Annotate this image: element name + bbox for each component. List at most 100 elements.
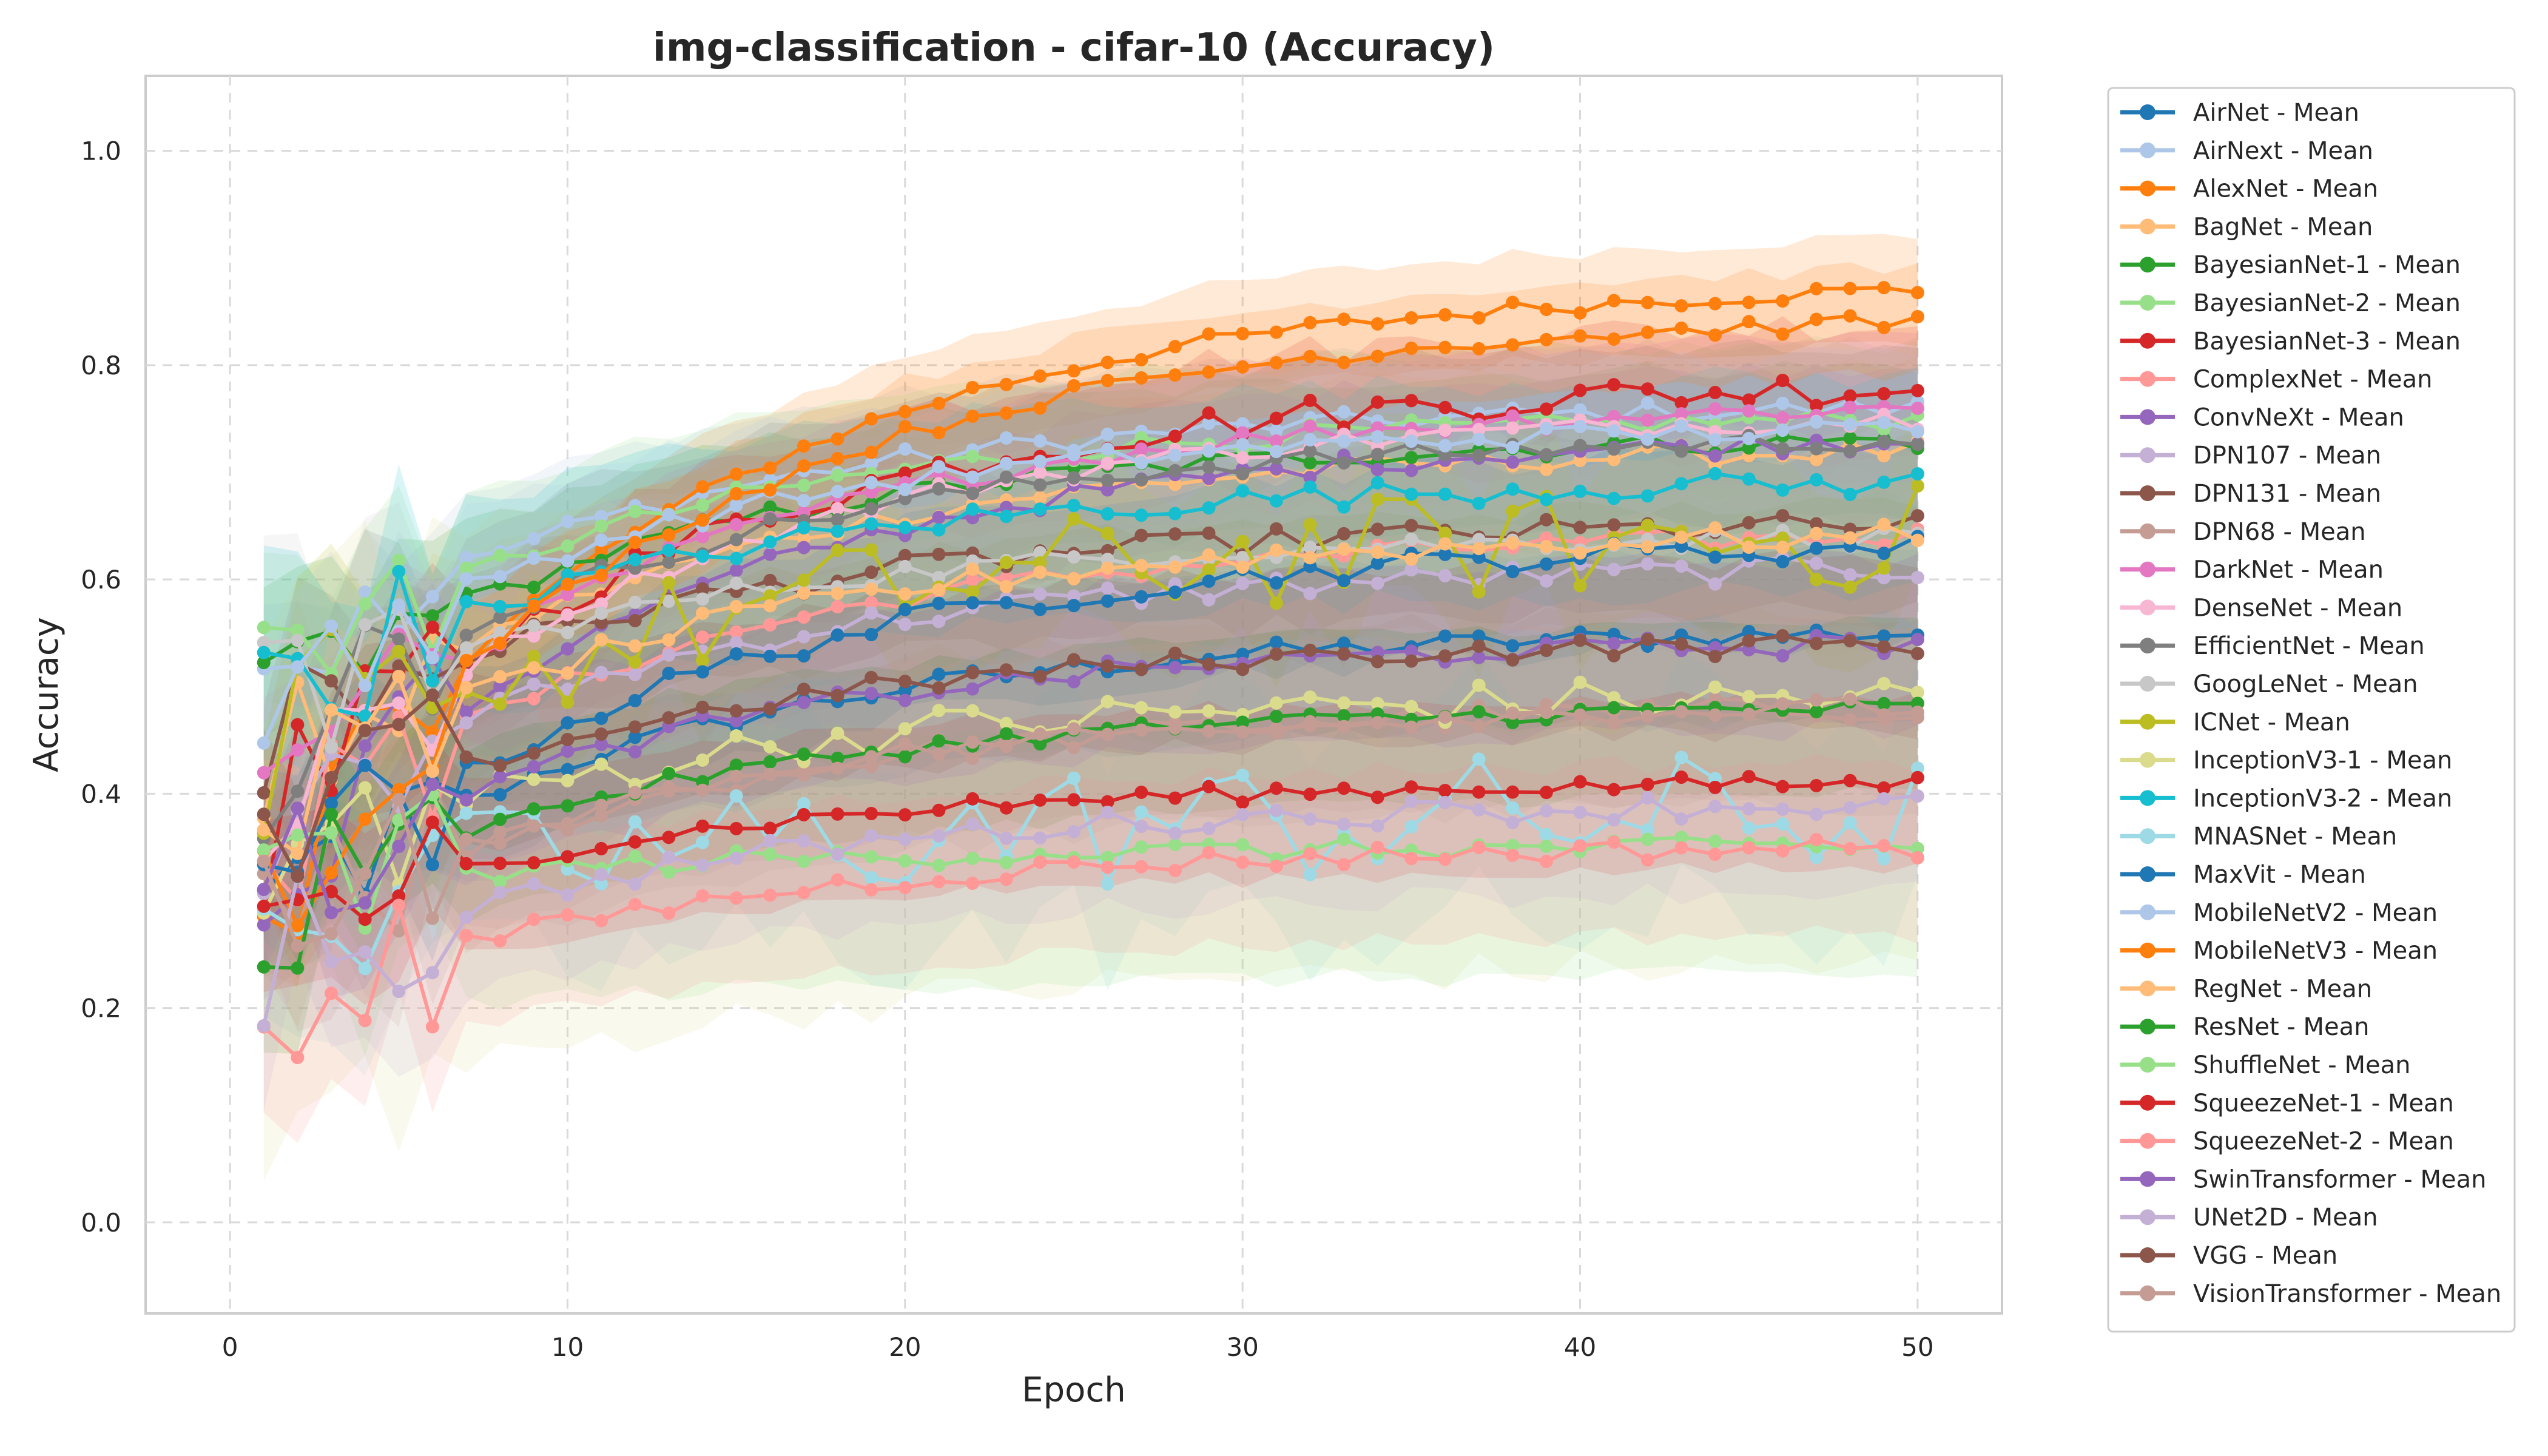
data-point <box>1910 402 1924 416</box>
data-point <box>561 666 575 680</box>
data-point <box>325 619 338 633</box>
data-point <box>1134 508 1148 522</box>
data-point <box>1168 826 1182 840</box>
data-point <box>1810 778 1823 792</box>
data-point <box>325 885 338 898</box>
data-point <box>1067 722 1080 736</box>
data-point <box>1877 640 1891 654</box>
series-band <box>263 430 1918 879</box>
data-point <box>358 709 372 723</box>
data-point <box>628 745 642 759</box>
data-point <box>392 840 406 854</box>
data-point <box>999 377 1013 391</box>
legend-entry: ICNet - Mean <box>2193 709 2350 736</box>
data-point <box>628 553 642 567</box>
data-point <box>1236 795 1250 809</box>
data-point <box>763 573 777 587</box>
data-point <box>1506 848 1520 862</box>
data-point <box>966 851 980 865</box>
data-point <box>1843 444 1857 458</box>
data-point <box>662 633 676 647</box>
data-point <box>966 487 980 500</box>
data-point <box>291 743 305 757</box>
data-point <box>831 807 844 821</box>
data-point <box>1134 353 1148 367</box>
series-band <box>263 339 1918 935</box>
data-point <box>1067 855 1080 869</box>
data-point <box>561 578 575 592</box>
data-point <box>257 918 271 932</box>
data-point <box>797 768 811 782</box>
data-point <box>257 823 271 837</box>
data-point <box>729 891 743 905</box>
legend-entry: MaxVit - Mean <box>2193 861 2366 889</box>
data-point <box>1910 841 1924 855</box>
data-point <box>1303 470 1317 484</box>
data-point <box>1640 325 1654 339</box>
data-point <box>898 750 912 764</box>
data-point <box>561 733 575 747</box>
data-point <box>1708 834 1722 848</box>
data-point <box>797 479 811 493</box>
data-point <box>1168 585 1182 599</box>
data-point <box>1303 456 1317 470</box>
data-point <box>1134 456 1148 470</box>
data-point <box>662 851 676 864</box>
data-point <box>898 482 912 496</box>
data-point <box>628 835 642 849</box>
data-point <box>1337 696 1351 710</box>
data-point <box>1404 342 1418 356</box>
data-point <box>831 761 844 775</box>
data-point <box>1640 396 1654 410</box>
data-point <box>1708 680 1722 694</box>
data-point <box>1910 686 1924 699</box>
data-point <box>1674 321 1688 335</box>
data-point <box>1640 853 1654 867</box>
data-point <box>1438 710 1452 724</box>
data-point <box>1134 723 1148 737</box>
data-point <box>797 649 811 663</box>
data-point <box>1168 646 1182 660</box>
data-point <box>662 711 676 725</box>
legend-marker <box>2140 790 2155 806</box>
data-point <box>1100 442 1114 456</box>
data-point <box>257 636 271 650</box>
data-point <box>628 849 642 863</box>
data-point <box>1303 587 1317 601</box>
data-point <box>1910 310 1924 324</box>
data-point <box>932 583 946 597</box>
data-point <box>1438 537 1452 551</box>
data-point <box>257 621 271 635</box>
data-point <box>729 704 743 718</box>
data-point <box>1202 444 1216 458</box>
data-point <box>1337 817 1351 831</box>
data-point <box>628 639 642 653</box>
data-point <box>257 766 271 780</box>
data-point <box>1472 422 1486 436</box>
data-point <box>1033 587 1047 601</box>
data-point <box>1269 445 1283 459</box>
data-point <box>459 750 473 764</box>
data-point <box>493 670 507 684</box>
data-point <box>1607 649 1621 662</box>
data-point <box>966 735 980 749</box>
data-point <box>493 886 507 900</box>
data-point <box>966 502 980 516</box>
data-point <box>966 751 980 765</box>
data-point <box>257 656 271 670</box>
data-point <box>831 432 844 446</box>
data-point <box>358 912 372 926</box>
data-point <box>1810 851 1823 864</box>
legend-entry: DPN131 - Mean <box>2193 480 2381 508</box>
data-point <box>1370 840 1384 854</box>
data-point <box>257 854 271 868</box>
data-point <box>325 770 338 784</box>
data-point <box>257 645 271 659</box>
data-point <box>1067 364 1080 378</box>
legend-entry: AirNet - Mean <box>2193 99 2359 127</box>
data-point <box>1910 706 1924 720</box>
data-point <box>1067 572 1080 586</box>
data-point <box>1438 439 1452 453</box>
data-point <box>628 614 642 628</box>
data-point <box>561 554 575 568</box>
